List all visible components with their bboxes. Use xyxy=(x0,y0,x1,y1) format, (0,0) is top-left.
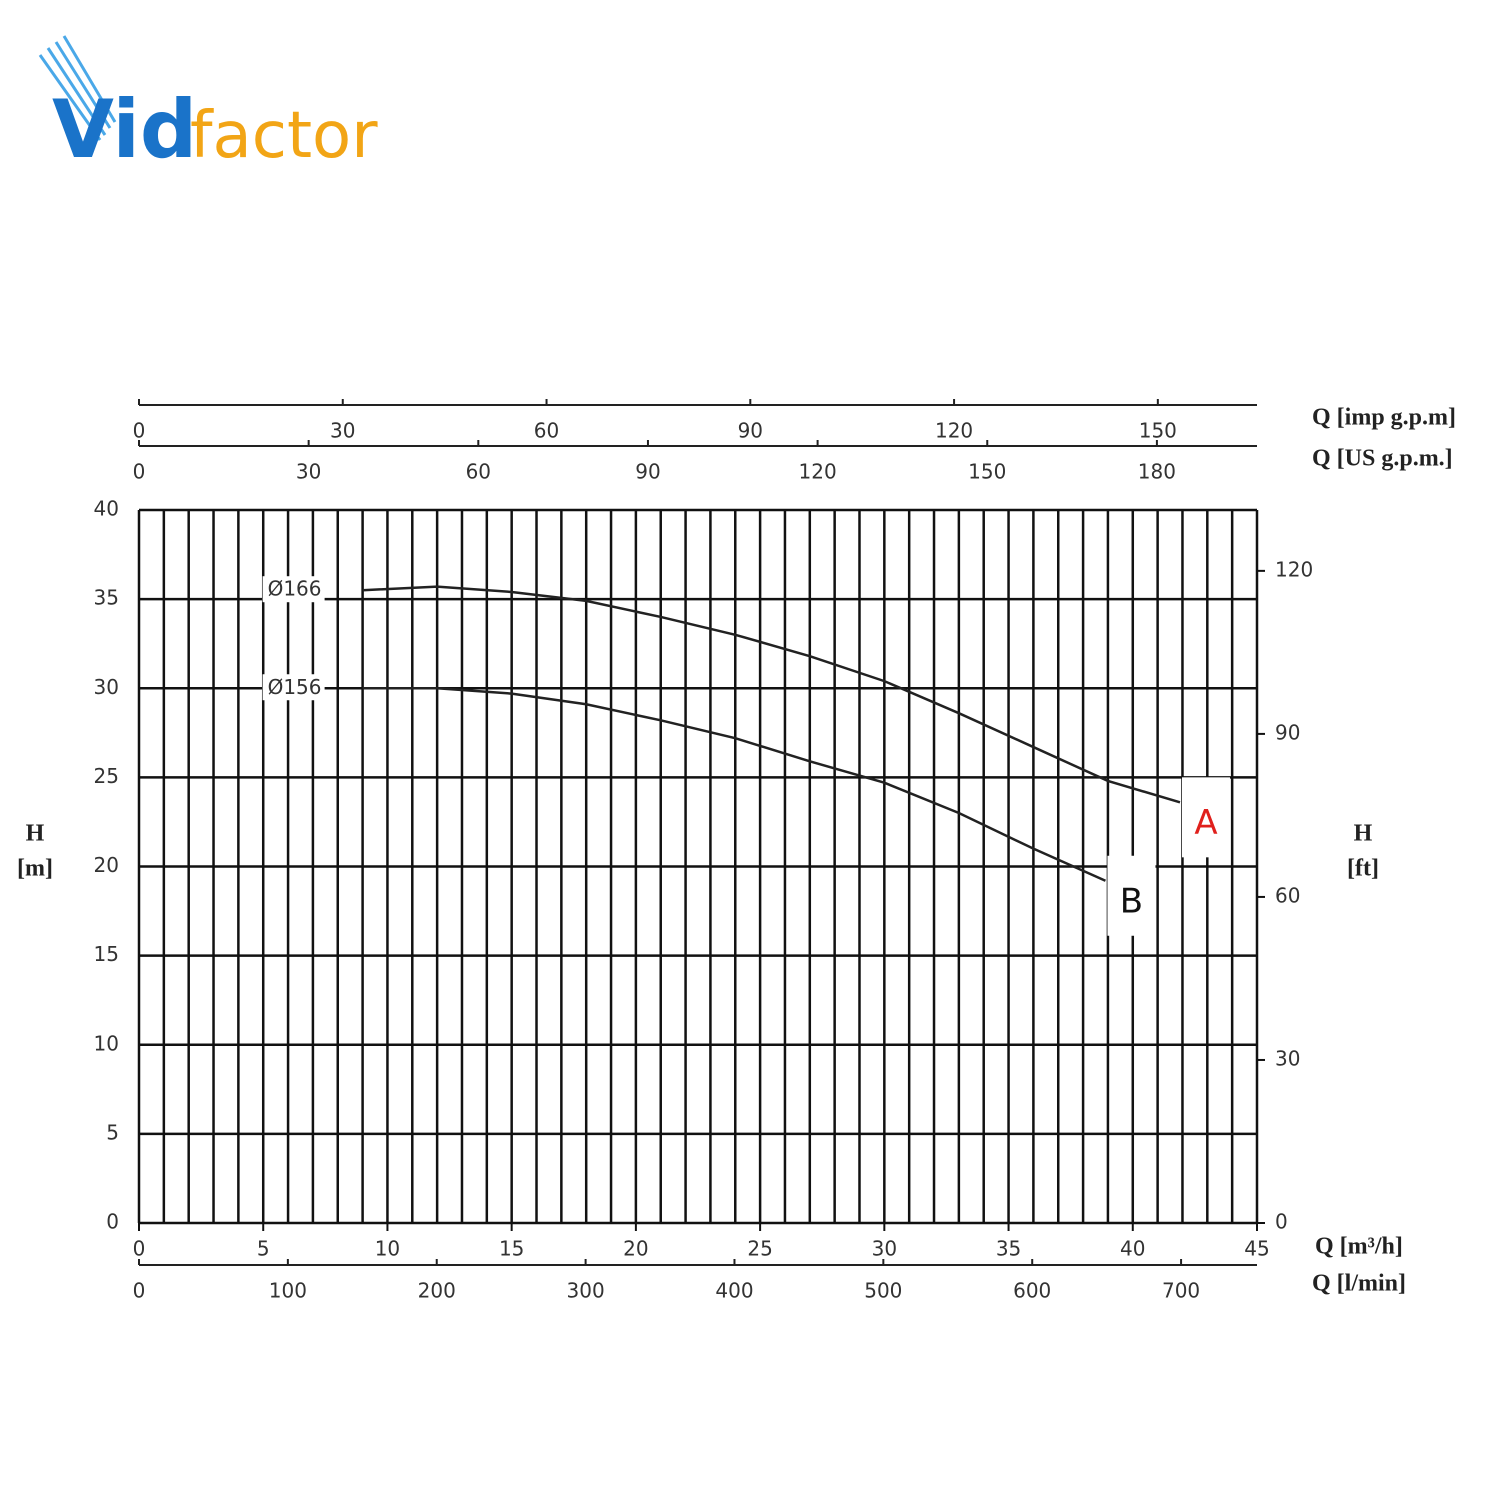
x-tick-label: 40 xyxy=(1120,1237,1145,1261)
y-tick-label: 0 xyxy=(106,1210,119,1234)
y-tick-label: 10 xyxy=(94,1031,119,1055)
x-tick-label: 30 xyxy=(872,1237,897,1261)
y2-tick-label: 90 xyxy=(1275,720,1300,744)
tag-bg xyxy=(1107,855,1156,936)
extra-axis-tick-label: 300 xyxy=(567,1279,605,1303)
label-bg xyxy=(262,674,325,701)
extra-axis-tick-label: 90 xyxy=(738,419,763,443)
extra-axis-tick-label: 60 xyxy=(534,419,559,443)
extra-axis-label: Q [l/min] xyxy=(1312,1271,1406,1297)
extra-axis-tick-label: 90 xyxy=(635,460,660,484)
curve-tag: A xyxy=(1194,803,1217,843)
y2-tick-label: 0 xyxy=(1275,1210,1288,1234)
y-axis-label: H xyxy=(26,821,45,847)
x-tick-label: 35 xyxy=(996,1237,1021,1261)
curve-name: Ø166 xyxy=(268,577,322,601)
label-bg xyxy=(262,576,325,603)
extra-axis-tick-label: 120 xyxy=(799,460,837,484)
extra-axis-tick-label: 400 xyxy=(715,1279,753,1303)
extra-axis-tick-label: 30 xyxy=(330,419,355,443)
x-tick-label: 20 xyxy=(623,1237,648,1261)
y-tick-label: 20 xyxy=(94,853,119,877)
y2-tick-label: 60 xyxy=(1275,883,1300,907)
extra-axis-tick-label: 200 xyxy=(418,1279,456,1303)
extra-axis-tick-label: 120 xyxy=(935,419,973,443)
x-tick-label: 5 xyxy=(257,1237,270,1261)
y2-axis-label: [ft] xyxy=(1347,856,1379,882)
curve-tag: B xyxy=(1120,881,1143,921)
extra-axis-tick-label: 600 xyxy=(1013,1279,1051,1303)
extra-axis-tick-label: 150 xyxy=(968,460,1006,484)
extra-axis-label: Q [imp g.p.m] xyxy=(1312,405,1456,431)
extra-axis-tick-label: 30 xyxy=(296,460,321,484)
y2-tick-label: 30 xyxy=(1275,1046,1300,1070)
y-tick-label: 35 xyxy=(94,586,119,610)
x-tick-label: 25 xyxy=(747,1237,772,1261)
y-axis-label: [m] xyxy=(17,856,53,882)
extra-axis-tick-label: 700 xyxy=(1162,1279,1200,1303)
y-tick-label: 5 xyxy=(106,1120,119,1144)
curve xyxy=(362,687,1106,882)
y-tick-label: 15 xyxy=(94,942,119,966)
x-tick-label: 45 xyxy=(1244,1237,1269,1261)
extra-axis-tick-label: 60 xyxy=(466,460,491,484)
y2-axis-label: H xyxy=(1354,821,1373,847)
extra-axis-tick-label: 180 xyxy=(1138,460,1176,484)
logo: Vid factor xyxy=(38,35,378,176)
y2-tick-label: 120 xyxy=(1275,557,1313,581)
y-tick-label: 25 xyxy=(94,764,119,788)
x-tick-label: 10 xyxy=(375,1237,400,1261)
curve xyxy=(362,585,1181,804)
extra-axis-tick-label: 0 xyxy=(133,1279,146,1303)
extra-axis-tick-label: 0 xyxy=(133,419,146,443)
y-tick-label: 30 xyxy=(94,675,119,699)
x-tick-label: 0 xyxy=(133,1237,146,1261)
logo-orange: factor xyxy=(190,99,378,173)
extra-axis-tick-label: 0 xyxy=(133,460,146,484)
extra-axis-tick-label: 100 xyxy=(269,1279,307,1303)
x-axis-label: Q [m³/h] xyxy=(1315,1234,1403,1260)
x-tick-label: 15 xyxy=(499,1237,524,1261)
logo-feathers xyxy=(38,35,117,141)
extra-axis-label: Q [US g.p.m.] xyxy=(1312,446,1453,472)
curve-name: Ø156 xyxy=(268,675,322,699)
extra-axis-tick-label: 150 xyxy=(1139,419,1177,443)
extra-axis-tick-label: 500 xyxy=(864,1279,902,1303)
tag-bg xyxy=(1181,777,1230,858)
logo-blue: Vid xyxy=(52,83,197,176)
y-tick-label: 40 xyxy=(94,497,119,521)
